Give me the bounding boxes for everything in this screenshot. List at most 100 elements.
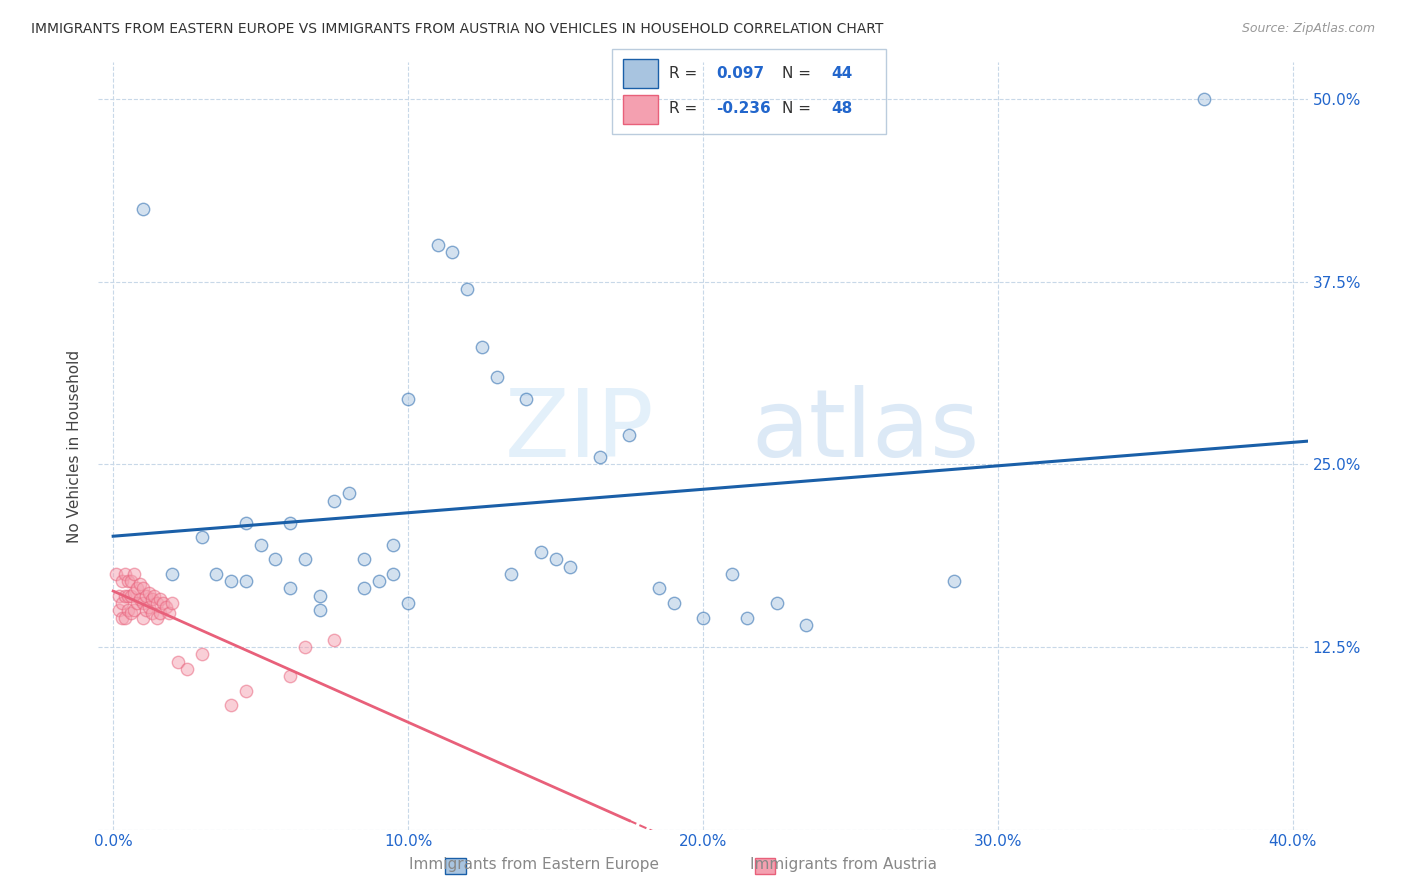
Point: [456, 282, 478, 296]
Point: [396, 596, 419, 610]
Point: [501, 566, 523, 581]
Point: [662, 596, 685, 610]
Point: [721, 566, 744, 581]
Point: [337, 486, 360, 500]
Point: [141, 591, 163, 606]
Point: [135, 603, 157, 617]
Point: [143, 589, 166, 603]
Point: [131, 202, 153, 216]
Y-axis label: No Vehicles in Household: No Vehicles in Household: [67, 350, 83, 542]
Point: [131, 596, 153, 610]
Point: [131, 582, 153, 596]
Point: [131, 610, 153, 624]
Point: [114, 589, 136, 603]
Bar: [755, 858, 775, 874]
Point: [765, 596, 787, 610]
Point: [114, 566, 136, 581]
Point: [111, 596, 134, 610]
Point: [278, 669, 301, 683]
Point: [323, 632, 346, 647]
Point: [135, 589, 157, 603]
Point: [235, 516, 257, 530]
Point: [146, 610, 169, 624]
Point: [205, 566, 228, 581]
Point: [589, 450, 612, 464]
Text: 0.097: 0.097: [716, 66, 763, 80]
Point: [294, 552, 316, 566]
Point: [125, 582, 148, 596]
Point: [117, 603, 139, 617]
Point: [128, 591, 150, 606]
Point: [138, 586, 160, 600]
Point: [160, 566, 183, 581]
Point: [515, 392, 537, 406]
Point: [128, 577, 150, 591]
Text: N =: N =: [782, 102, 815, 116]
Point: [146, 596, 169, 610]
Point: [108, 603, 131, 617]
Point: [120, 589, 142, 603]
Point: [560, 559, 582, 574]
Point: [117, 589, 139, 603]
Point: [264, 552, 287, 566]
Point: [111, 610, 134, 624]
Point: [619, 428, 641, 442]
Point: [323, 493, 346, 508]
Point: [149, 591, 172, 606]
Bar: [623, 95, 658, 124]
Point: [794, 618, 817, 632]
Point: [190, 647, 212, 661]
Point: [278, 582, 301, 596]
Text: ZIP: ZIP: [505, 384, 655, 476]
Point: [157, 607, 180, 621]
Point: [530, 545, 553, 559]
Text: R =: R =: [669, 66, 703, 80]
Point: [141, 607, 163, 621]
Bar: [623, 59, 658, 88]
Point: [122, 586, 145, 600]
Point: [294, 640, 316, 654]
Point: [692, 610, 714, 624]
Point: [382, 566, 405, 581]
Point: [111, 574, 134, 589]
Point: [308, 603, 330, 617]
Point: [176, 662, 198, 676]
Text: Immigrants from Austria: Immigrants from Austria: [749, 857, 938, 872]
Point: [396, 392, 419, 406]
Point: [308, 589, 330, 603]
Point: [117, 574, 139, 589]
Point: [942, 574, 965, 589]
Point: [278, 516, 301, 530]
Text: -0.236: -0.236: [716, 102, 770, 116]
Point: [353, 552, 375, 566]
Point: [122, 603, 145, 617]
Point: [382, 538, 405, 552]
Text: N =: N =: [782, 66, 815, 80]
Point: [149, 607, 172, 621]
Point: [544, 552, 567, 566]
Point: [122, 566, 145, 581]
Text: Immigrants from Eastern Europe: Immigrants from Eastern Europe: [409, 857, 659, 872]
Point: [426, 238, 449, 252]
Point: [471, 340, 494, 354]
Point: [249, 538, 271, 552]
Point: [735, 610, 758, 624]
Point: [235, 574, 257, 589]
Point: [108, 589, 131, 603]
Bar: [446, 858, 465, 874]
Point: [235, 683, 257, 698]
Point: [155, 600, 177, 615]
Point: [120, 607, 142, 621]
Point: [167, 655, 190, 669]
Point: [648, 582, 671, 596]
Point: [219, 574, 242, 589]
Point: [441, 245, 464, 260]
Point: [367, 574, 389, 589]
Text: 48: 48: [831, 102, 852, 116]
Point: [105, 566, 128, 581]
Point: [1194, 92, 1216, 106]
Point: [114, 610, 136, 624]
Text: R =: R =: [669, 102, 703, 116]
Text: IMMIGRANTS FROM EASTERN EUROPE VS IMMIGRANTS FROM AUSTRIA NO VEHICLES IN HOUSEHO: IMMIGRANTS FROM EASTERN EUROPE VS IMMIGR…: [31, 22, 883, 37]
Point: [485, 369, 508, 384]
